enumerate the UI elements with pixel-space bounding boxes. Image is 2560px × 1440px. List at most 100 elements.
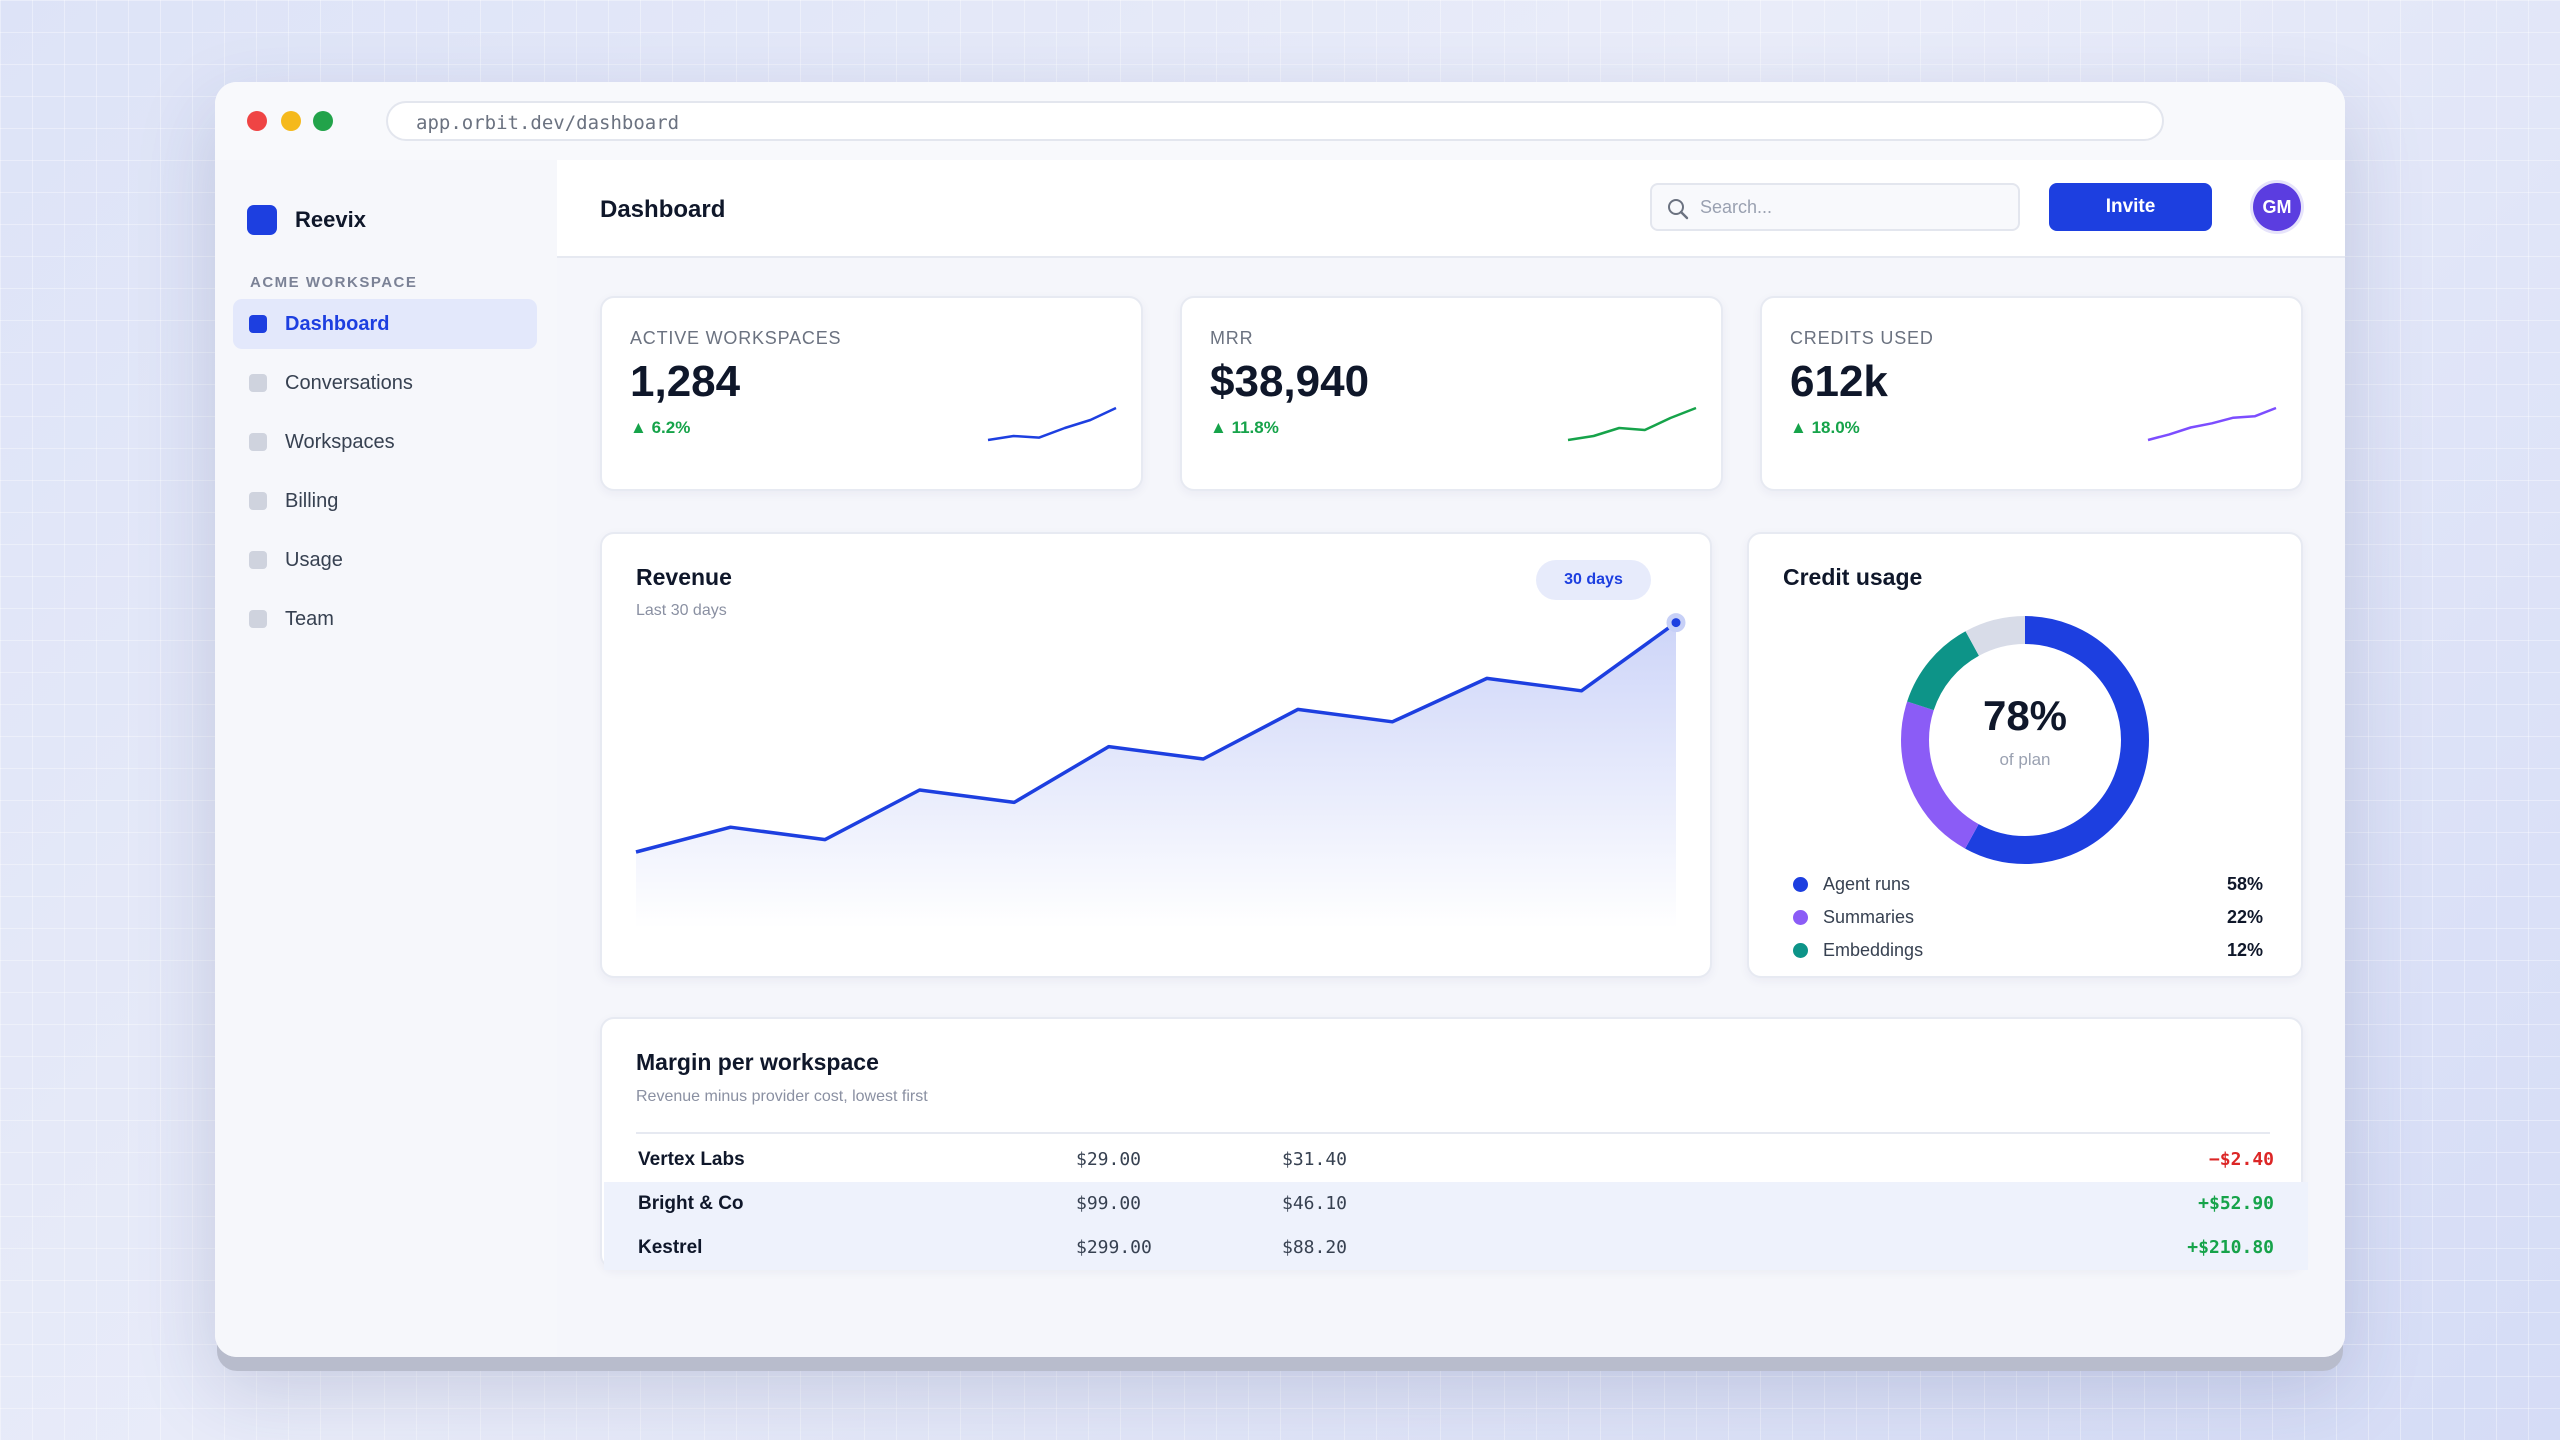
revenue-series-line [635, 621, 1678, 854]
revenue-title: Revenue [636, 564, 732, 590]
sidebar-item-label: Team [285, 608, 334, 630]
stat-card: CREDITS USED 612k ▲ 18.0% [1760, 296, 2303, 491]
legend-label: Agent runs [1823, 874, 1911, 894]
legend-value: 58% [2226, 874, 2263, 894]
sparkline-series [987, 406, 1117, 442]
margin-table-title: Margin per workspace [636, 1049, 879, 1075]
margin-table-subtitle: Revenue minus provider cost, lowest firs… [636, 1088, 928, 1105]
legend-item: Agent runs 58% [1793, 869, 2263, 899]
trend-up-icon: ▲ [1790, 418, 1807, 437]
sidebar [215, 160, 559, 1357]
workspace-name-cell: Bright & Co [638, 1193, 744, 1214]
credit-usage-donut [1901, 616, 2149, 864]
sidebar-item-billing[interactable]: Billing [233, 476, 537, 526]
donut-center-value: 78% [1982, 692, 2068, 739]
revenue-point [1666, 613, 1686, 633]
stat-value: $38,940 [1210, 357, 1370, 406]
nav-item-icon [249, 610, 267, 628]
legend-value: 22% [2226, 907, 2263, 927]
donut-slice-summaries [1901, 616, 2149, 864]
nav-item-icon [249, 551, 267, 569]
revenue-cell: $29.00 [1076, 1149, 1142, 1170]
margin-table-card: Margin per workspace Revenue minus provi… [600, 1017, 2308, 1270]
stat-card: ACTIVE WORKSPACES 1,284 ▲ 6.2% [600, 296, 1143, 491]
sidebar-item-label: Conversations [285, 372, 413, 394]
trend-up-icon: ▲ [630, 418, 647, 437]
search-input[interactable]: Search... [1650, 183, 2020, 231]
sidebar-item-label: Workspaces [285, 431, 395, 453]
table-row[interactable]: Bright & Co $99.00 $46.10 +$52.90 [604, 1182, 2308, 1226]
legend-label: Embeddings [1823, 940, 1924, 960]
legend-item: Summaries 22% [1793, 902, 2263, 932]
sparkline [1567, 406, 1697, 442]
donut-slice-remaining [1901, 616, 2149, 864]
cost-cell: $46.10 [1282, 1193, 1348, 1214]
table-row[interactable]: Vertex Labs $29.00 $31.40 −$2.40 [604, 1138, 2308, 1182]
table-divider [636, 1132, 2270, 1134]
close-window-icon[interactable] [247, 111, 267, 131]
sidebar-item-label: Dashboard [285, 313, 390, 335]
donut-center-label: of plan [1999, 750, 2051, 769]
brand-name[interactable]: Reevix [295, 207, 366, 232]
margin-cell: +$210.80 [2187, 1237, 2274, 1258]
sidebar-item-conversations[interactable]: Conversations [233, 358, 537, 408]
sidebar-item-team[interactable]: Team [233, 594, 537, 644]
revenue-area-fill [636, 622, 1676, 929]
sparkline [987, 406, 1117, 442]
legend-swatch [1793, 877, 1808, 892]
nav-item-icon [249, 315, 267, 333]
stat-delta-value: 18.0% [1811, 418, 1860, 437]
stat-label: CREDITS USED [1790, 328, 1934, 348]
legend-swatch [1793, 910, 1808, 925]
stat-card: MRR $38,940 ▲ 11.8% [1180, 296, 1723, 491]
sidebar-item-usage[interactable]: Usage [233, 535, 537, 585]
nav-item-icon [249, 374, 267, 392]
invite-button[interactable]: Invite [2049, 183, 2212, 231]
stat-delta-value: 11.8% [1231, 418, 1279, 437]
workspace-name-cell: Kestrel [638, 1237, 703, 1258]
user-avatar[interactable]: GM [2253, 183, 2301, 231]
credit-usage-title: Credit usage [1783, 564, 1923, 590]
cost-cell: $31.40 [1282, 1149, 1348, 1170]
cost-cell: $88.20 [1282, 1237, 1348, 1258]
search-placeholder: Search... [1700, 197, 1773, 217]
stat-value: 612k [1790, 357, 1888, 406]
sidebar-item-label: Billing [285, 490, 339, 512]
legend-value: 12% [2226, 940, 2263, 960]
sparkline [2147, 406, 2277, 442]
sparkline-series [2147, 406, 2277, 442]
margin-cell: −$2.40 [2208, 1149, 2274, 1170]
brand-logo-icon[interactable] [247, 205, 277, 235]
sidebar-item-dashboard[interactable]: Dashboard [233, 299, 537, 349]
legend-swatch [1793, 943, 1808, 958]
top-header [557, 160, 2345, 258]
minimize-window-icon[interactable] [281, 111, 301, 131]
stat-delta-value: 6.2% [651, 418, 691, 437]
maximize-window-icon[interactable] [313, 111, 333, 131]
stat-delta: ▲ 6.2% [630, 418, 690, 438]
nav-item-icon [249, 492, 267, 510]
browser-titlebar: app.orbit.dev/dashboard [215, 82, 2345, 162]
legend-item: Embeddings 12% [1793, 935, 2263, 965]
workspace-section-label: ACME WORKSPACE [250, 274, 418, 291]
trend-up-icon: ▲ [1210, 418, 1227, 437]
stat-delta: ▲ 18.0% [1790, 418, 1860, 438]
table-row[interactable]: Kestrel $299.00 $88.20 +$210.80 [604, 1226, 2308, 1270]
page-title: Dashboard [600, 196, 726, 223]
legend-label: Summaries [1823, 907, 1915, 927]
revenue-card: Revenue Last 30 days 30 days [600, 532, 1712, 978]
address-bar[interactable]: app.orbit.dev/dashboard [386, 101, 2164, 141]
revenue-subtitle: Last 30 days [636, 602, 727, 619]
sparkline-series [1567, 406, 1697, 442]
stat-value: 1,284 [630, 357, 741, 406]
sidebar-item-workspaces[interactable]: Workspaces [233, 417, 537, 467]
revenue-cell: $99.00 [1076, 1193, 1142, 1214]
stat-delta: ▲ 11.8% [1210, 418, 1279, 438]
workspace-name-cell: Vertex Labs [638, 1149, 745, 1170]
credit-usage-card: Credit usage 78% of plan Agent runs 58% Su… [1747, 532, 2303, 978]
margin-cell: +$52.90 [2198, 1193, 2274, 1214]
revenue-chart [635, 613, 1686, 929]
stat-label: ACTIVE WORKSPACES [630, 328, 842, 348]
range-selector-button[interactable]: 30 days [1536, 560, 1651, 600]
stat-label: MRR [1210, 328, 1254, 348]
